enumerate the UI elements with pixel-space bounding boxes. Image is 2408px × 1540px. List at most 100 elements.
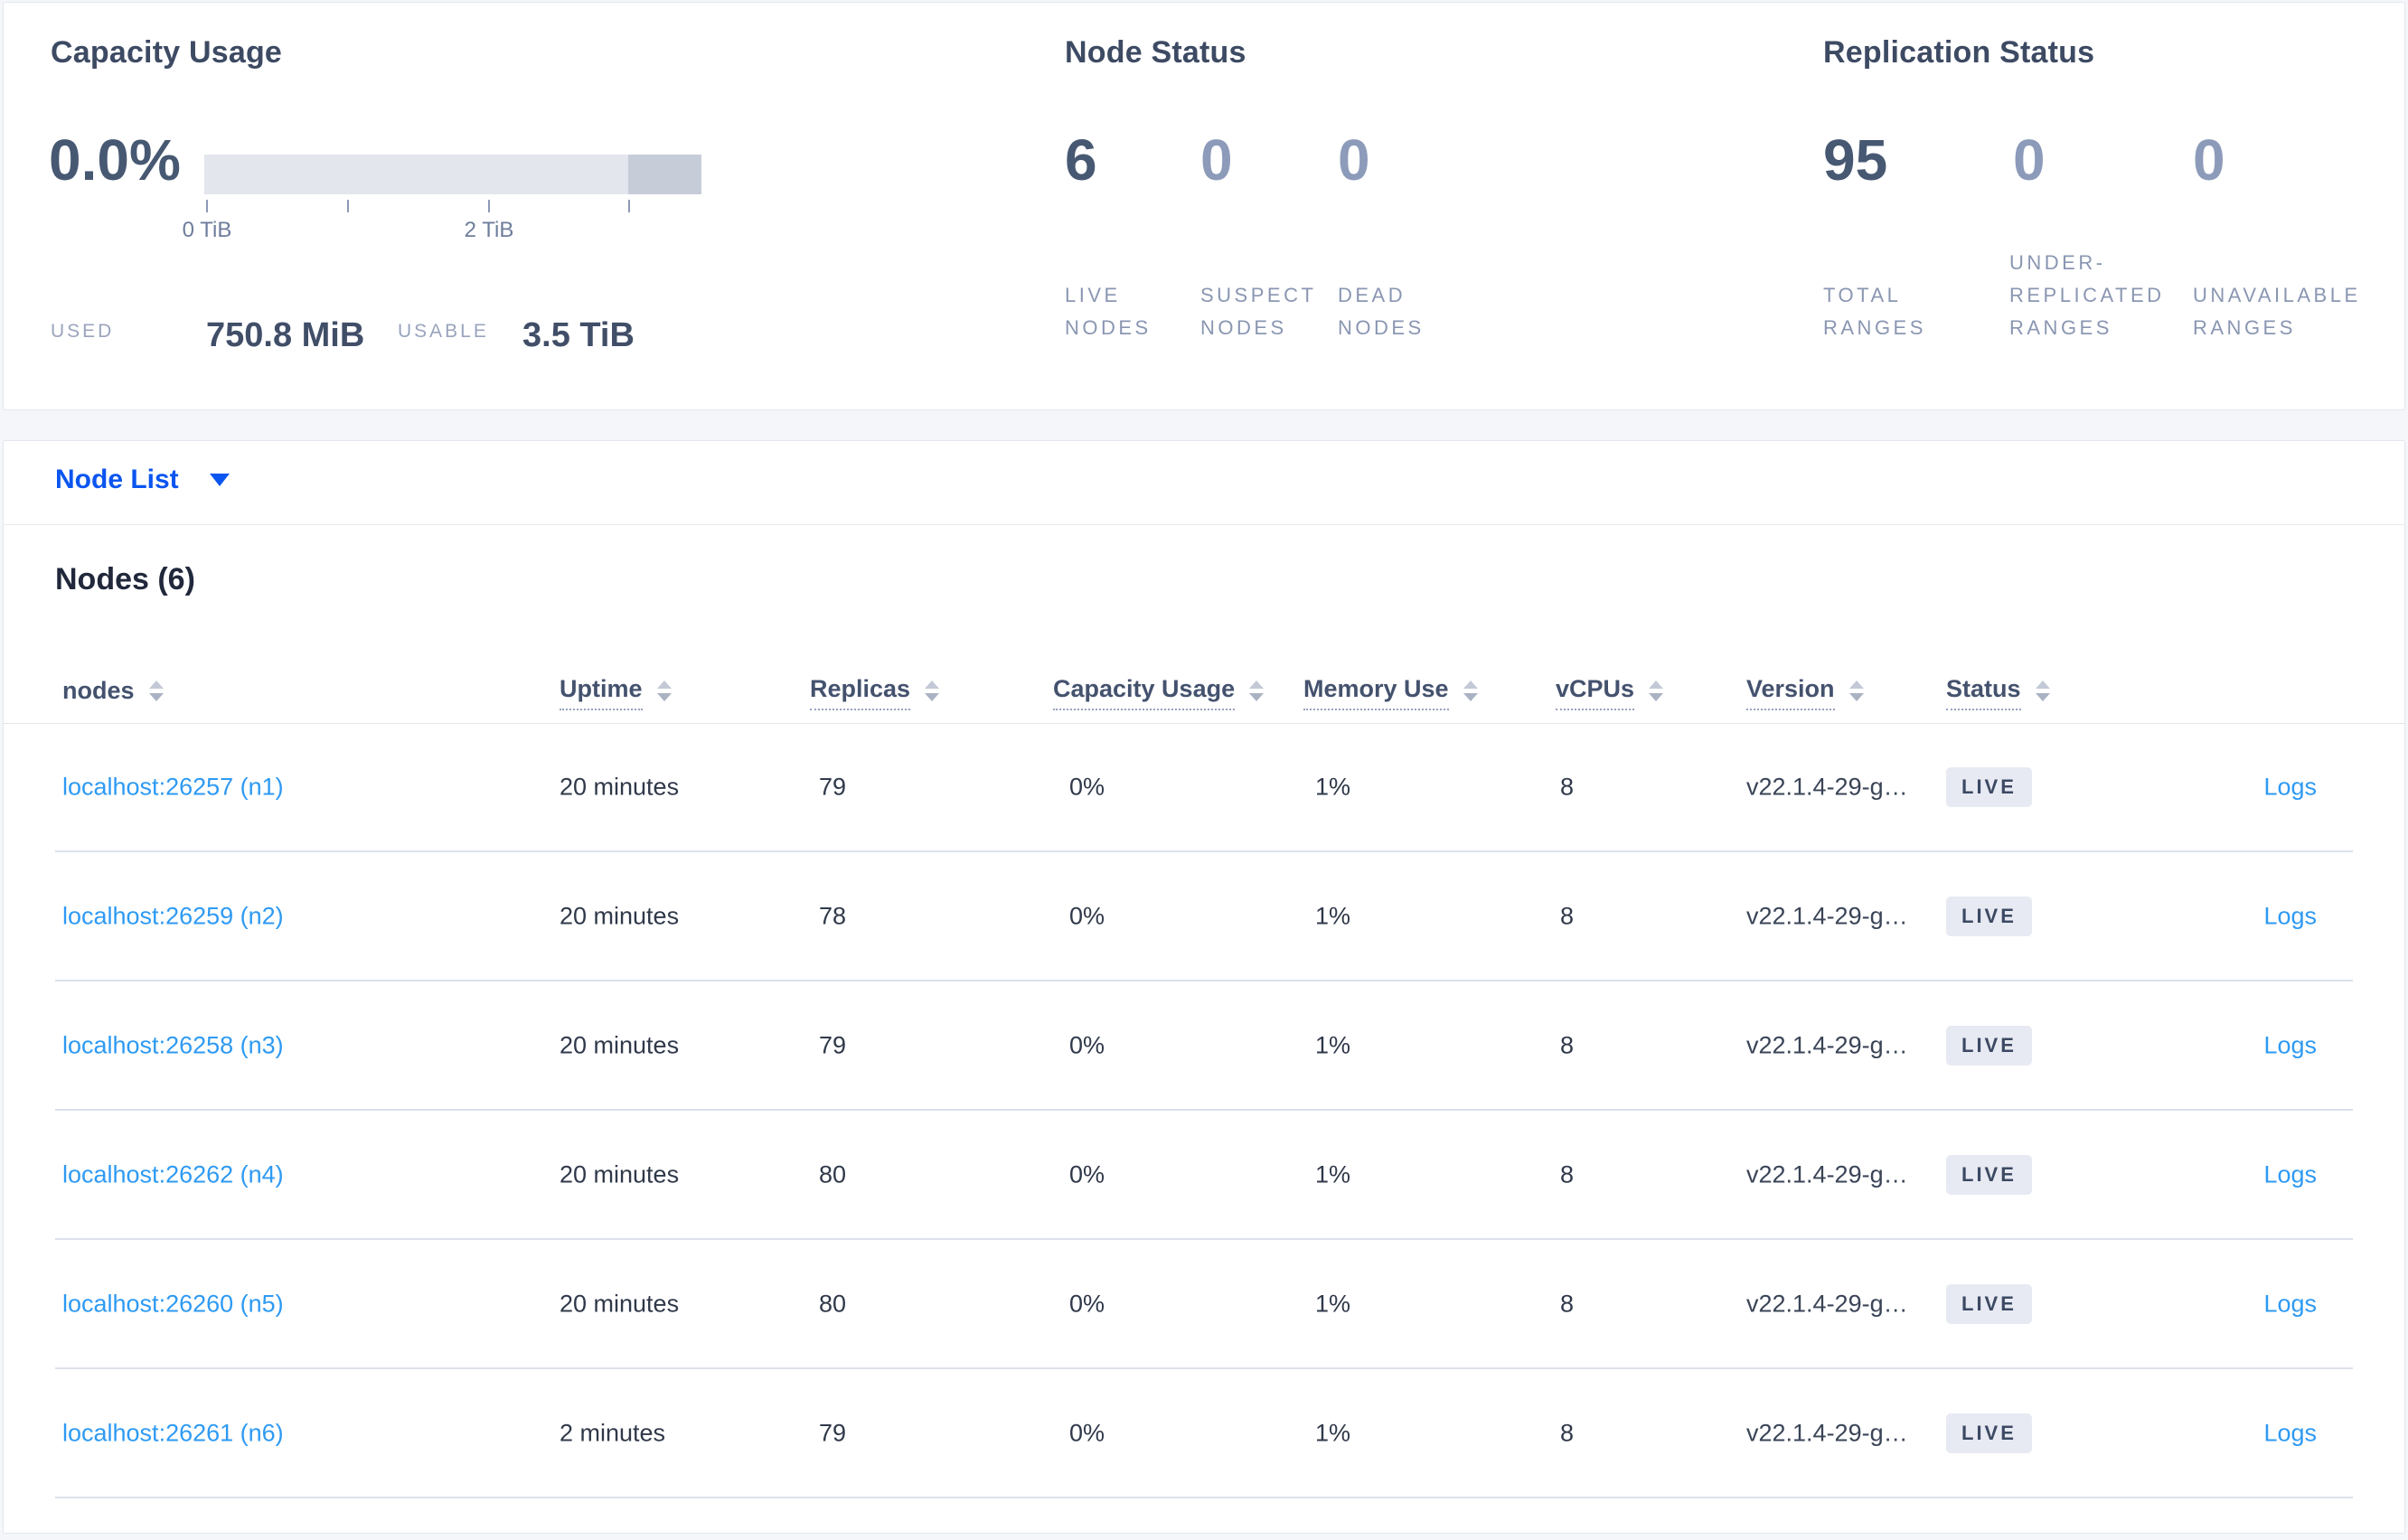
logs-link[interactable]: Logs bbox=[2263, 1419, 2317, 1446]
table-row: localhost:26258 (n3) 20 minutes 79 0% 1%… bbox=[55, 981, 2353, 1111]
logs-link[interactable]: Logs bbox=[2263, 773, 2317, 800]
replicas-cell: 80 bbox=[819, 1160, 847, 1188]
capacity-cell: 0% bbox=[1069, 1031, 1105, 1058]
table-row: localhost:26261 (n6) 2 minutes 79 0% 1% … bbox=[55, 1369, 2353, 1498]
status-cell: LIVE bbox=[1946, 766, 2032, 807]
used-value: 750.8 MiB bbox=[206, 316, 365, 354]
status-cell: LIVE bbox=[1946, 896, 2032, 936]
node-link[interactable]: localhost:26260 (n5) bbox=[62, 1290, 284, 1317]
node-link[interactable]: localhost:26261 (n6) bbox=[62, 1419, 284, 1446]
sort-icon bbox=[2035, 681, 2050, 701]
total-ranges-label: TOTAL RANGES bbox=[1823, 284, 1926, 339]
table-header-row: nodes Uptime Replicas Capacity Usage Mem… bbox=[4, 658, 2404, 724]
node-link[interactable]: localhost:26258 (n3) bbox=[62, 1031, 284, 1058]
status-cell: LIVE bbox=[1946, 1025, 2032, 1066]
uptime-cell: 20 minutes bbox=[560, 1290, 680, 1317]
capacity-usage-bar bbox=[204, 155, 701, 194]
suspect-nodes-label: SUSPECT NODES bbox=[1200, 284, 1317, 339]
status-badge: LIVE bbox=[1946, 766, 2032, 807]
table-row: localhost:26262 (n4) 20 minutes 80 0% 1%… bbox=[55, 1111, 2353, 1240]
node-list-dropdown-label: Node List bbox=[55, 465, 179, 494]
axis-tick bbox=[347, 200, 349, 212]
unavailable-ranges-count: 0 bbox=[2193, 127, 2225, 192]
capacity-cell: 0% bbox=[1069, 1290, 1105, 1317]
column-header-replicas[interactable]: Replicas bbox=[810, 675, 940, 710]
logs-link[interactable]: Logs bbox=[2263, 902, 2317, 929]
version-cell: v22.1.4-29-g… bbox=[1746, 1031, 1908, 1058]
memory-cell: 1% bbox=[1315, 1031, 1351, 1058]
version-cell: v22.1.4-29-g… bbox=[1746, 1290, 1908, 1317]
node-link[interactable]: localhost:26259 (n2) bbox=[62, 902, 284, 929]
table-row: localhost:26260 (n5) 20 minutes 80 0% 1%… bbox=[55, 1240, 2353, 1369]
axis-tick bbox=[206, 200, 208, 212]
total-ranges-count: 95 bbox=[1823, 127, 1888, 192]
memory-cell: 1% bbox=[1315, 1419, 1351, 1446]
sort-icon bbox=[656, 681, 672, 701]
status-badge: LIVE bbox=[1946, 1413, 2032, 1453]
status-cell: LIVE bbox=[1946, 1154, 2032, 1195]
version-cell: v22.1.4-29-g… bbox=[1746, 1160, 1908, 1188]
logs-link[interactable]: Logs bbox=[2263, 1031, 2317, 1058]
node-link[interactable]: localhost:26257 (n1) bbox=[62, 773, 284, 800]
replication-status-title: Replication Status bbox=[1823, 35, 2095, 70]
uptime-cell: 20 minutes bbox=[560, 1031, 680, 1058]
node-status-title: Node Status bbox=[1065, 35, 1246, 70]
replicas-cell: 78 bbox=[819, 902, 847, 929]
under-replicated-ranges-count: 0 bbox=[2013, 127, 2046, 192]
capacity-usage-title: Capacity Usage bbox=[51, 35, 283, 70]
table-row: localhost:26259 (n2) 20 minutes 78 0% 1%… bbox=[55, 852, 2353, 981]
uptime-cell: 20 minutes bbox=[560, 773, 680, 800]
status-badge: LIVE bbox=[1946, 1154, 2032, 1195]
unavailable-ranges-label: UNAVAILABLE RANGES bbox=[2193, 284, 2361, 339]
axis-tick bbox=[488, 200, 490, 212]
usable-value: 3.5 TiB bbox=[522, 316, 635, 354]
capacity-cell: 0% bbox=[1069, 1419, 1105, 1446]
memory-cell: 1% bbox=[1315, 1160, 1351, 1188]
uptime-cell: 20 minutes bbox=[560, 1160, 680, 1188]
table-row: localhost:26257 (n1) 20 minutes 79 0% 1%… bbox=[55, 723, 2353, 852]
axis-tick-label: 2 TiB bbox=[464, 218, 514, 242]
chevron-down-icon bbox=[209, 474, 230, 486]
axis-tick bbox=[628, 200, 630, 212]
column-header-memory-use[interactable]: Memory Use bbox=[1303, 675, 1478, 710]
status-badge: LIVE bbox=[1946, 1283, 2032, 1324]
status-cell: LIVE bbox=[1946, 1413, 2032, 1453]
status-badge: LIVE bbox=[1946, 1025, 2032, 1066]
column-header-capacity-usage[interactable]: Capacity Usage bbox=[1053, 675, 1265, 710]
column-header-version[interactable]: Version bbox=[1746, 675, 1864, 710]
under-replicated-ranges-label: UNDER-REPLICATED RANGES bbox=[2009, 251, 2165, 339]
status-cell: LIVE bbox=[1946, 1283, 2032, 1324]
node-link[interactable]: localhost:26262 (n4) bbox=[62, 1160, 284, 1188]
sort-icon bbox=[1463, 681, 1478, 701]
capacity-cell: 0% bbox=[1069, 773, 1105, 800]
sort-icon bbox=[1848, 681, 1864, 701]
replicas-cell: 79 bbox=[819, 773, 847, 800]
status-badge: LIVE bbox=[1946, 896, 2032, 936]
suspect-nodes-count: 0 bbox=[1200, 127, 1233, 192]
memory-cell: 1% bbox=[1315, 1290, 1351, 1317]
table-body: localhost:26257 (n1) 20 minutes 79 0% 1%… bbox=[55, 723, 2353, 1498]
replicas-cell: 80 bbox=[819, 1290, 847, 1317]
column-header-vcpus[interactable]: vCPUs bbox=[1556, 675, 1664, 710]
node-list-dropdown[interactable]: Node List bbox=[55, 465, 230, 495]
vcpus-cell: 8 bbox=[1560, 1419, 1575, 1446]
vcpus-cell: 8 bbox=[1560, 1290, 1575, 1317]
logs-link[interactable]: Logs bbox=[2263, 1160, 2317, 1188]
view-selector-row: Node List bbox=[4, 441, 2404, 525]
version-cell: v22.1.4-29-g… bbox=[1746, 773, 1908, 800]
cluster-summary-card: Capacity Usage 0.0% 0 TiB 2 TiB USED 750… bbox=[3, 2, 2405, 410]
replicas-cell: 79 bbox=[819, 1031, 847, 1058]
sort-icon bbox=[1649, 681, 1664, 701]
dead-nodes-count: 0 bbox=[1338, 127, 1370, 192]
memory-cell: 1% bbox=[1315, 902, 1351, 929]
capacity-cell: 0% bbox=[1069, 902, 1105, 929]
memory-cell: 1% bbox=[1315, 773, 1351, 800]
column-header-status[interactable]: Status bbox=[1946, 675, 2050, 710]
version-cell: v22.1.4-29-g… bbox=[1746, 902, 1908, 929]
column-header-uptime[interactable]: Uptime bbox=[560, 675, 672, 710]
logs-link[interactable]: Logs bbox=[2263, 1290, 2317, 1317]
node-list-card: Node List Nodes (6) nodes Uptime Replica… bbox=[3, 440, 2405, 1534]
column-header-nodes[interactable]: nodes bbox=[62, 677, 164, 710]
dead-nodes-label: DEAD NODES bbox=[1338, 284, 1425, 339]
capacity-cell: 0% bbox=[1069, 1160, 1105, 1188]
